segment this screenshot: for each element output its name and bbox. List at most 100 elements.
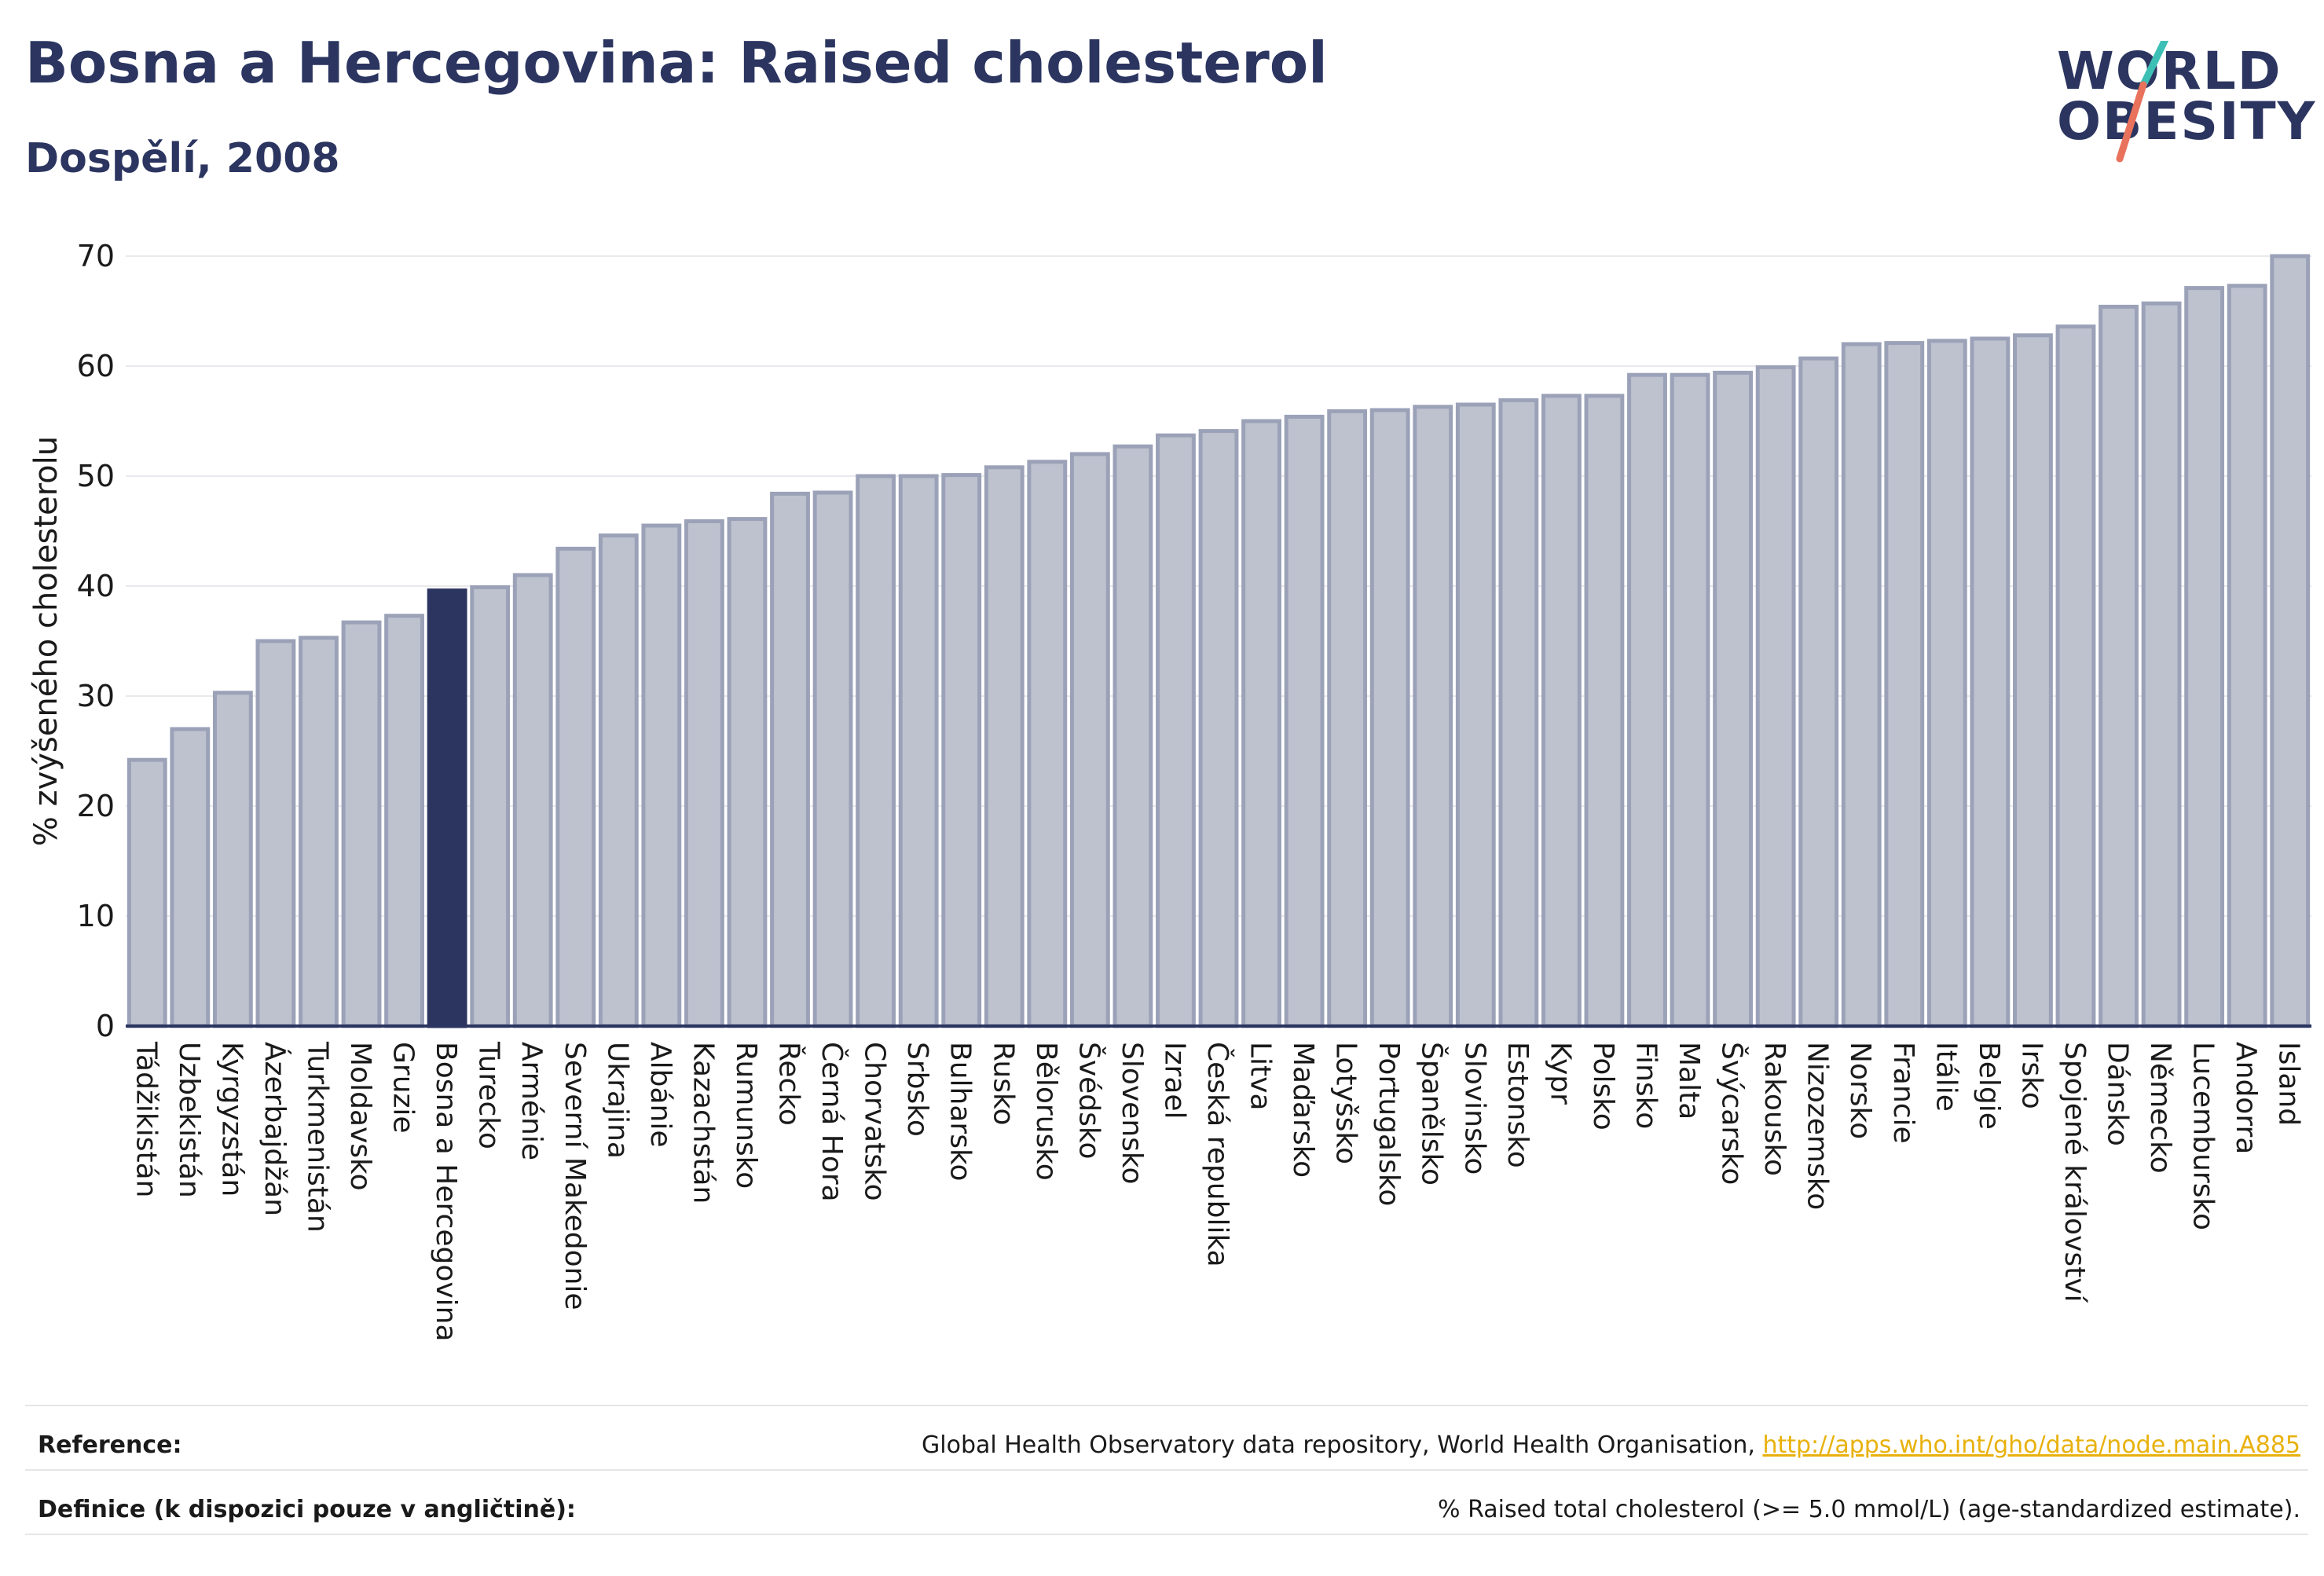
x-tick-label: Moldavsko (344, 1042, 376, 1191)
bar (555, 546, 596, 1028)
y-tick-label: 70 (77, 239, 115, 273)
bar (984, 465, 1025, 1028)
x-tick-label: Švédsko (1072, 1042, 1105, 1160)
footer-divider-bottom (25, 1534, 2308, 1535)
x-tick-label: Nizozemsko (1802, 1042, 1834, 1210)
bar (2141, 301, 2182, 1028)
x-tick-label: Andorra (2230, 1042, 2262, 1154)
reference-link[interactable]: http://apps.who.int/gho/data/node.main.A… (1762, 1431, 2300, 1459)
x-tick-label: Dánsko (2102, 1042, 2134, 1146)
x-tick-label: Rusko (987, 1042, 1019, 1126)
x-tick-label: Lucembursko (2187, 1042, 2220, 1230)
bar (427, 588, 467, 1028)
x-tick-label: Lotyšsko (1330, 1042, 1362, 1164)
world-obesity-logo: WORLD OBESITY (2051, 41, 2315, 167)
bar (1584, 394, 1625, 1028)
x-tick-label: Švýcarsko (1716, 1042, 1749, 1185)
x-tick-label: Kyrgyzstán (215, 1042, 247, 1197)
x-tick-label: Česká republika (1201, 1042, 1234, 1267)
y-tick-label: 0 (96, 1009, 115, 1043)
reference-label: Reference: (38, 1431, 182, 1459)
bar (2055, 324, 2096, 1028)
logo-slash-icon (2116, 41, 2169, 163)
bar-chart: 0 10 20 30 40 50 60 70 % zvýšeného cholesterolu T… (28, 239, 2311, 1342)
footer-divider-top (25, 1405, 2308, 1406)
x-tick-label: Turecko (473, 1041, 505, 1149)
bar (1413, 405, 1453, 1028)
x-tick-label: Tádžikistán (130, 1041, 162, 1197)
chart-subtitle: Dospělí, 2008 (25, 135, 340, 182)
x-tick-label: Francie (1887, 1042, 1919, 1144)
x-tick-label: Bělorusko (1030, 1042, 1062, 1181)
bar (299, 636, 339, 1028)
bar (1369, 408, 1410, 1028)
x-tick-label: Polsko (1587, 1042, 1619, 1131)
x-tick-label: Kazachstán (687, 1042, 719, 1204)
y-tick-label: 30 (77, 679, 115, 713)
x-tick-label: Maďarsko (1287, 1042, 1319, 1178)
bar (1841, 342, 1882, 1028)
y-axis-label: % zvýšeného cholesterolu (28, 436, 64, 846)
x-tick-label: Uzbekistán (173, 1042, 205, 1198)
bar (2013, 333, 2053, 1028)
x-tick-label: Albánie (644, 1042, 676, 1148)
bar (1455, 402, 1496, 1028)
x-tick-label: Severní Makedonie (559, 1042, 591, 1310)
x-tick-label: Litva (1244, 1042, 1277, 1111)
bar (1327, 409, 1368, 1028)
bar (1198, 429, 1239, 1028)
x-tick-label: Španělsko (1416, 1042, 1449, 1186)
chart-title: Bosna a Hercegovina: Raised cholesterol (25, 30, 1328, 96)
definition-value: % Raised total cholesterol (>= 5.0 mmol/… (1438, 1496, 2300, 1523)
y-tick-label: 40 (77, 569, 115, 603)
bar (2270, 254, 2311, 1028)
bar (126, 757, 167, 1028)
bar (2099, 304, 2139, 1028)
logo-line-world: WORLD (2057, 41, 2282, 101)
x-tick-label: Slovensko (1116, 1042, 1148, 1185)
y-tick-label: 20 (77, 789, 115, 823)
y-tick-label: 50 (77, 459, 115, 493)
x-tick-label: Ázerbajdžán (258, 1042, 291, 1216)
x-tick-label: Chorvatsko (859, 1042, 891, 1201)
bar (856, 474, 896, 1028)
x-tick-label: Irsko (2015, 1042, 2047, 1109)
bar (1755, 365, 1796, 1028)
bar (1241, 419, 1281, 1028)
bar (1541, 394, 1582, 1028)
bar (1713, 370, 1753, 1028)
reference-value: Global Health Observatory data repositor… (922, 1431, 2300, 1459)
x-tick-label: Bosna a Hercegovina (430, 1042, 462, 1342)
logo-line-obesity: OBESITY (2057, 91, 2317, 152)
x-tick-label: Island (2273, 1042, 2305, 1126)
bar (341, 620, 382, 1028)
bar (212, 691, 253, 1028)
y-tick-label: 60 (77, 349, 115, 383)
x-tick-label: Spojené království (2058, 1042, 2091, 1303)
bar (384, 614, 424, 1028)
x-tick-label: Norsko (1844, 1042, 1876, 1139)
x-tick-label: Itálie (1930, 1042, 1962, 1112)
x-tick-label: Kypr (1544, 1042, 1576, 1105)
x-tick-label: Finsko (1629, 1042, 1662, 1129)
reference-text: Global Health Observatory data repositor… (922, 1431, 1763, 1459)
bar (812, 490, 853, 1028)
footer-divider-middle (25, 1469, 2308, 1471)
bar (1926, 339, 1967, 1028)
x-tick-label: Malta (1673, 1042, 1705, 1120)
x-tick-label: Slovinsko (1458, 1042, 1490, 1175)
x-tick-label: Řecko (773, 1042, 806, 1126)
bar (512, 573, 553, 1028)
bar (1156, 433, 1196, 1028)
x-tick-label: Ukrajina (601, 1042, 633, 1159)
x-tick-label: Rumunsko (730, 1042, 762, 1189)
x-tick-label: Německo (2144, 1042, 2176, 1174)
bar (2227, 284, 2267, 1028)
y-tick-label: 10 (77, 899, 115, 933)
x-tick-label: Bulharsko (944, 1042, 977, 1182)
bar (684, 519, 724, 1028)
bar (1670, 372, 1710, 1028)
bar (641, 523, 682, 1028)
bar (1884, 341, 1925, 1028)
bar (1970, 336, 2011, 1028)
